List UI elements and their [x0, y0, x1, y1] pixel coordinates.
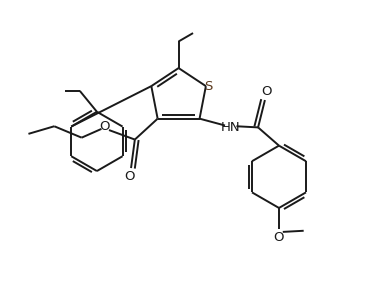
- Text: S: S: [204, 80, 212, 93]
- Text: O: O: [124, 170, 135, 183]
- Text: HN: HN: [220, 120, 240, 134]
- Text: O: O: [99, 120, 110, 133]
- Text: O: O: [261, 85, 272, 98]
- Text: O: O: [274, 231, 284, 244]
